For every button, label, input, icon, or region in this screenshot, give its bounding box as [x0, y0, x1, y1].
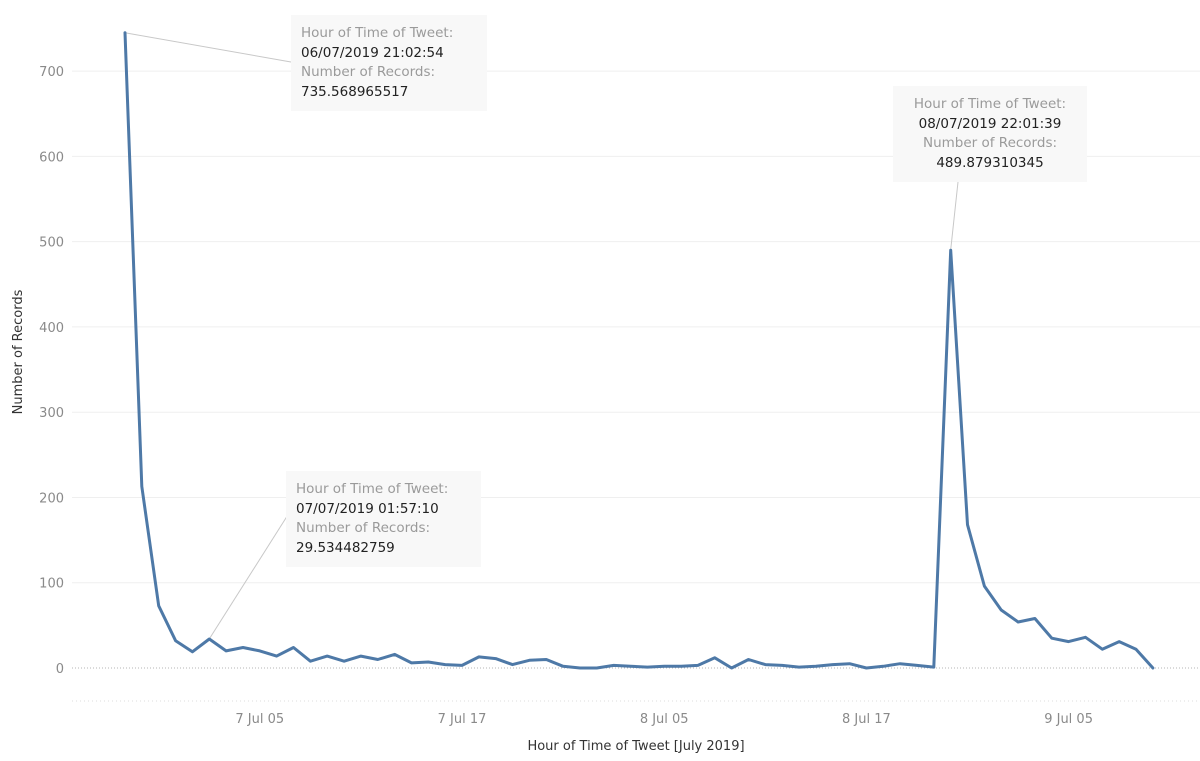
- annotation-time: 08/07/2019 22:01:39: [918, 115, 1062, 132]
- annotation-leader-lines: [124, 32, 959, 640]
- annotation-key: Number of Records:: [922, 135, 1058, 151]
- y-tick-label: 200: [39, 491, 64, 506]
- x-axis-title: Hour of Time of Tweet [July 2019]: [527, 739, 744, 754]
- x-tick-label: 8 Jul 05: [640, 712, 689, 727]
- annotation-box-peak-1: Hour of Time of Tweet: 06/07/2019 21:02:…: [291, 15, 487, 111]
- series-line: [123, 31, 1155, 670]
- annotation-value: 735.568965517: [301, 83, 409, 100]
- y-tick-label: 600: [39, 150, 64, 165]
- x-tick-label: 7 Jul 05: [235, 712, 284, 727]
- annotation-key: Hour of Time of Tweet:: [913, 96, 1067, 112]
- y-tick-label: 0: [56, 662, 64, 677]
- annotation-value: 29.534482759: [296, 539, 395, 556]
- y-axis-ticks: 0 100 200 300 400 500 600 700: [39, 65, 64, 677]
- gridlines: [72, 70, 1200, 584]
- x-axis-ticks: 7 Jul 05 7 Jul 17 8 Jul 05 8 Jul 17 9 Jul 05: [235, 712, 1093, 727]
- y-tick-label: 500: [39, 236, 64, 251]
- annotation-time: 07/07/2019 01:57:10: [296, 500, 439, 517]
- y-tick-label: 700: [39, 65, 64, 80]
- annotation-key: Number of Records:: [301, 64, 436, 80]
- annotation-key: Hour of Time of Tweet:: [296, 481, 449, 497]
- annotation-key: Number of Records:: [296, 520, 431, 536]
- annotation-value: 489.879310345: [936, 154, 1044, 171]
- x-tick-label: 9 Jul 05: [1044, 712, 1093, 727]
- x-tick-label: 7 Jul 17: [438, 712, 487, 727]
- y-tick-label: 400: [39, 321, 64, 336]
- annotation-time: 06/07/2019 21:02:54: [301, 44, 444, 61]
- y-tick-label: 100: [39, 577, 64, 592]
- annotation-leader: [208, 509, 292, 640]
- annotation-key: Hour of Time of Tweet:: [301, 25, 454, 41]
- annotation-box-local: Hour of Time of Tweet: 07/07/2019 01:57:…: [286, 471, 481, 567]
- y-tick-label: 300: [39, 406, 64, 421]
- y-axis-title: Number of Records: [11, 289, 26, 414]
- x-tick-label: 8 Jul 17: [842, 712, 891, 727]
- annotation-box-peak-2: Hour of Time of Tweet: 08/07/2019 22:01:…: [893, 86, 1087, 182]
- annotation-leader: [124, 32, 292, 63]
- annotation-leader: [950, 181, 959, 251]
